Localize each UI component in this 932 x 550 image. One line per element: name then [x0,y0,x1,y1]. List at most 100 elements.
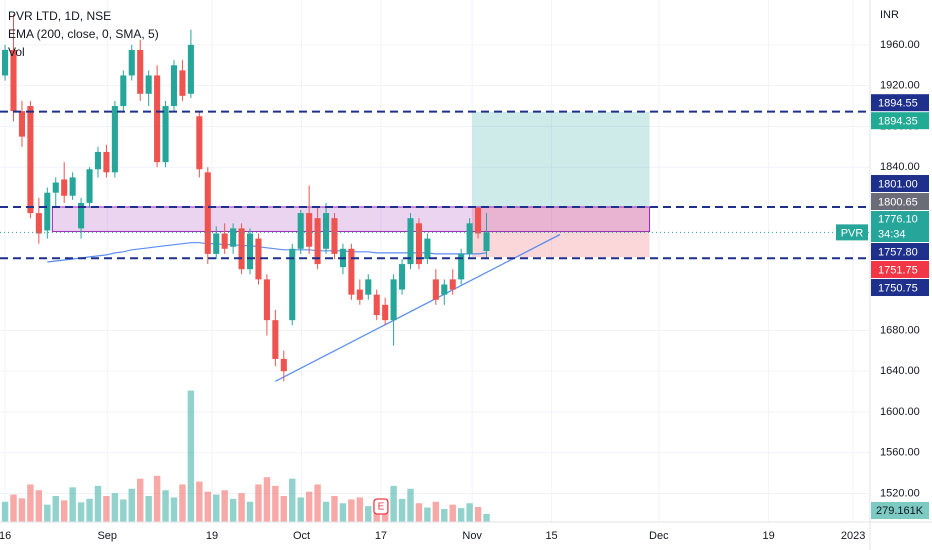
candle-body [365,279,372,295]
candle-body [78,202,85,229]
candle-body [373,294,380,316]
volume-bar [407,488,414,522]
volume-bar [77,502,85,522]
volume-bar [238,493,245,522]
symbol-tag [836,224,868,241]
candle-body [145,75,152,94]
x-tick-label: 19 [763,530,775,542]
candle-body [2,49,9,76]
candle-body [170,65,178,107]
x-tick-label: Sep [97,530,117,542]
candle-body [128,49,135,76]
volume-bar [280,496,288,522]
candle-body [18,111,26,137]
candle-body [263,279,270,321]
volume-bar [432,501,440,522]
candle-body [272,320,279,359]
y-tick-label: 1960.00 [880,39,920,51]
candle-body [348,248,355,295]
last-price-label: 1776.10 [878,213,918,225]
candle-body [356,289,363,300]
y-tick-label: 1560.00 [880,447,920,459]
candle-body [179,70,186,96]
volume-bar [424,507,431,522]
candle-body [103,151,110,173]
candle-body [196,116,203,170]
volume-bar [457,508,465,522]
candle-body [137,49,144,94]
candle-body [441,284,448,295]
volume-bar [272,485,279,522]
plot: E [0,14,870,522]
candle-body [475,208,482,234]
candle-body [120,75,127,107]
candle-body [111,106,118,173]
volume-bar [474,506,482,522]
x-tick-label: 17 [375,530,387,542]
volume-bar [27,484,34,522]
price-badge-label: 1894.55 [878,98,918,110]
candle-body [322,213,330,249]
volume-bar [52,496,59,522]
price-badge [871,94,929,112]
x-tick-label: 2023 [841,530,865,542]
volume-bar [196,481,203,522]
candle-body [424,238,431,259]
axes: 1960.001920.001880.001840.001680.001640.… [0,39,929,542]
candle-body [154,75,161,163]
candle-body [27,106,34,214]
candle-body [390,279,397,321]
rectangle-drawing [51,206,651,232]
price-badge-label: 1894.35 [878,116,918,128]
volume-bar [18,498,26,522]
volume-bar [35,490,43,522]
candle-body [289,248,296,321]
volume-bar [289,478,296,522]
volume-bar [145,496,152,522]
candle-body [35,213,42,234]
price-badge [871,279,929,297]
volume-bar [162,490,169,522]
volume-bar [170,497,178,522]
candle-body [204,172,211,254]
y-tick-label: 1680.00 [880,324,920,336]
time-axis [0,522,932,550]
volume-bar [483,513,490,522]
candle-body [10,49,17,112]
y-tick-label: 1920.00 [880,80,920,92]
candle-body [458,253,465,280]
candle-body [415,223,422,265]
volume-bar [153,475,161,522]
candle-body [94,151,102,170]
grid [0,0,870,522]
volume-bar [441,509,448,522]
volume-bar [466,503,473,522]
volume-bar [69,487,76,522]
candle-body [297,213,304,249]
candle-body [314,218,321,265]
x-tick-label: 16 [0,530,11,542]
volume-bar [255,484,262,522]
earnings-marker [373,498,389,515]
candle-body [399,264,406,290]
volume-bar [339,503,347,522]
price-badge-label: 1750.75 [878,282,918,294]
price-badge [871,193,929,211]
candle-body [280,358,287,372]
price-badge [871,175,929,193]
volume-bar [44,504,51,522]
volume-bar [137,478,144,522]
candle-body [483,232,490,252]
candle-body [466,223,473,254]
currency: INR [880,9,899,21]
volume-bar [94,485,102,522]
candle-body [52,182,59,193]
candle-body [432,279,439,300]
x-tick-label: 15 [545,530,557,542]
candle-body [407,218,414,265]
volume-bar [204,491,211,522]
y-tick-label: 1600.00 [880,406,920,418]
candle-body [255,238,262,280]
volume-bar [187,390,195,522]
